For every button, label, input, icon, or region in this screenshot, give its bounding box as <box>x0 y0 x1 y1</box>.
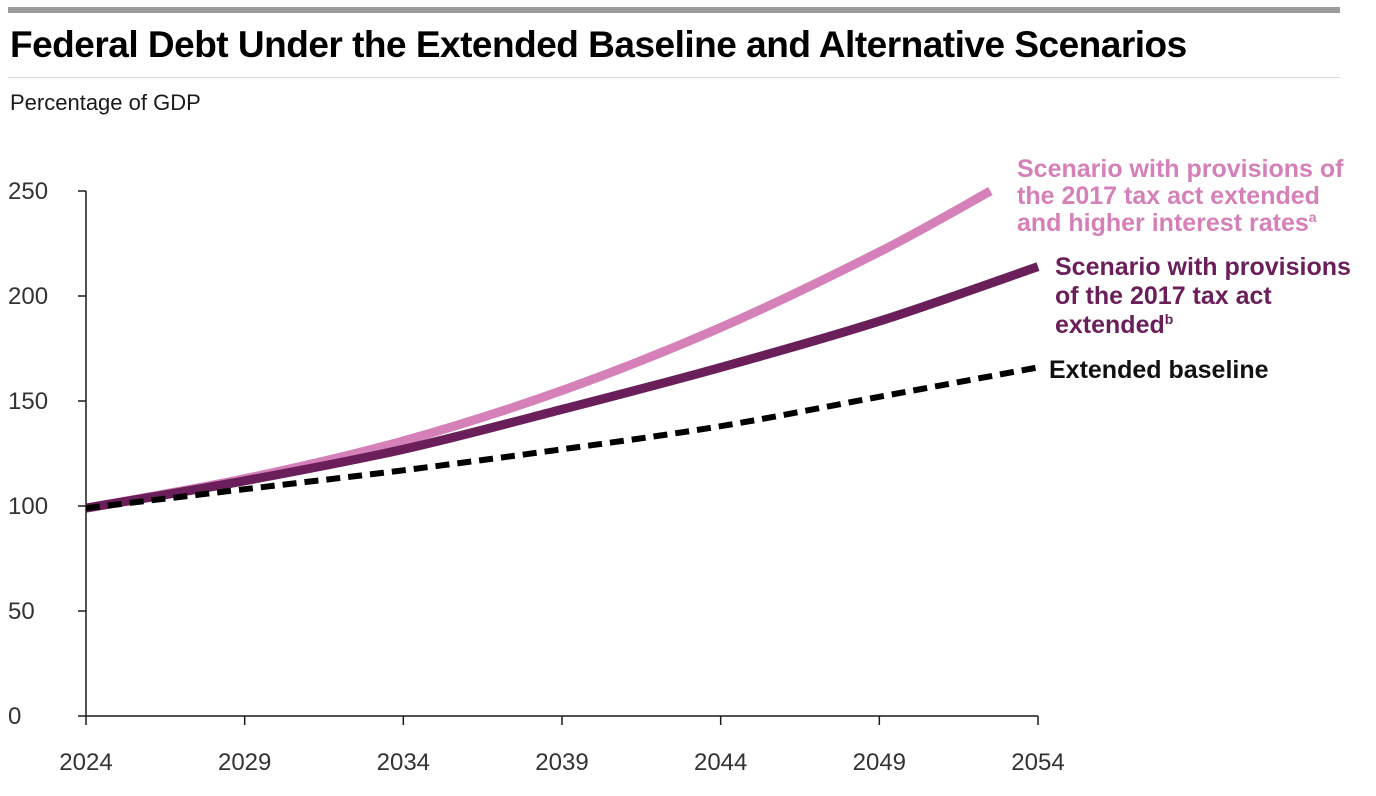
axes: 0 50 100 150 200 250 2024 2029 2034 2039 2044 2049 2… <box>8 178 1065 776</box>
y-tick-label: 0 <box>8 703 21 730</box>
title-rule <box>8 77 1340 78</box>
y-tick-label: 250 <box>8 178 48 205</box>
y-tick-label: 200 <box>8 283 48 310</box>
series-label-line: the 2017 tax act extended <box>1017 182 1320 210</box>
series-label-line: extended <box>1055 311 1165 339</box>
series-labels: Scenario with provisions of the 2017 tax … <box>1017 155 1351 384</box>
series-label-extended-baseline: Extended baseline <box>1049 356 1269 384</box>
y-tick-label: 150 <box>8 388 48 415</box>
x-tick-label: 2054 <box>1011 749 1064 776</box>
series-line-extended-baseline <box>85 364 1039 512</box>
series-line-tax-act-higher-rates <box>85 187 993 513</box>
x-tick-label: 2024 <box>59 749 112 776</box>
series-label-tax-act-extended: Scenario with provisions of the 2017 tax … <box>1055 253 1351 339</box>
series-label-line: Extended baseline <box>1049 356 1269 384</box>
series-label-line: and higher interest rates <box>1017 209 1309 237</box>
series-line-tax-act-extended <box>85 262 1040 513</box>
series-label-tax-act-higher-rates: Scenario with provisions of the 2017 tax … <box>1017 155 1344 237</box>
series-label-line: Scenario with provisions of <box>1017 155 1344 183</box>
y-tick-label: 50 <box>8 598 35 625</box>
x-tick-label: 2049 <box>853 749 906 776</box>
x-tick-label: 2039 <box>535 749 588 776</box>
x-tick-label: 2029 <box>218 749 271 776</box>
series-label-line: Scenario with provisions <box>1055 253 1351 281</box>
footnote-marker: a <box>1309 209 1317 225</box>
y-tick-label: 100 <box>8 493 48 520</box>
chart-title: Federal Debt Under the Extended Baseline… <box>10 24 1187 65</box>
footnote-marker: b <box>1165 311 1174 327</box>
top-rule <box>8 7 1340 13</box>
series-label-line: of the 2017 tax act <box>1055 282 1272 310</box>
series-lines <box>85 187 1040 513</box>
y-axis-unit-label: Percentage of GDP <box>10 90 201 115</box>
x-tick-label: 2044 <box>694 749 747 776</box>
x-tick-label: 2034 <box>377 749 430 776</box>
